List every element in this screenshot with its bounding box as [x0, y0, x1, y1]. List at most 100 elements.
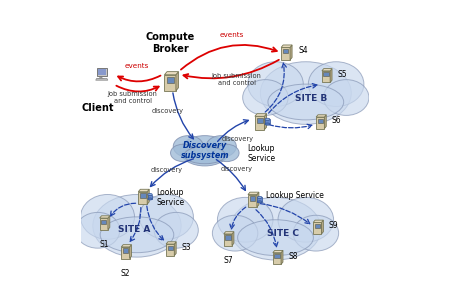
Text: discovery: discovery	[152, 108, 184, 114]
Ellipse shape	[140, 195, 194, 239]
Text: events: events	[125, 64, 149, 69]
Polygon shape	[255, 114, 266, 116]
Polygon shape	[290, 45, 292, 60]
Polygon shape	[330, 69, 332, 82]
Polygon shape	[108, 216, 110, 230]
Text: S8: S8	[288, 252, 298, 261]
Polygon shape	[147, 189, 149, 204]
Polygon shape	[318, 119, 323, 123]
Polygon shape	[176, 72, 179, 91]
Polygon shape	[98, 78, 104, 79]
Text: Lookup
Service: Lookup Service	[247, 144, 275, 163]
Polygon shape	[273, 251, 283, 253]
Text: S7: S7	[223, 255, 233, 264]
Ellipse shape	[212, 215, 258, 251]
Ellipse shape	[268, 84, 344, 120]
Polygon shape	[148, 195, 152, 199]
Text: S9: S9	[329, 221, 338, 230]
Polygon shape	[166, 244, 174, 256]
Polygon shape	[98, 69, 106, 75]
Polygon shape	[122, 245, 131, 247]
Ellipse shape	[171, 144, 195, 162]
Ellipse shape	[257, 196, 262, 198]
Polygon shape	[174, 242, 176, 256]
Polygon shape	[273, 253, 281, 264]
Ellipse shape	[184, 146, 225, 164]
Text: S6: S6	[332, 116, 342, 125]
Circle shape	[320, 125, 321, 126]
Polygon shape	[256, 118, 263, 123]
Circle shape	[276, 261, 278, 262]
Text: S4: S4	[299, 46, 308, 55]
Polygon shape	[313, 222, 321, 234]
Text: S5: S5	[338, 70, 347, 79]
Polygon shape	[315, 224, 320, 228]
Circle shape	[125, 255, 126, 256]
Polygon shape	[164, 75, 176, 91]
Polygon shape	[281, 251, 283, 264]
Text: Lookup
Service: Lookup Service	[157, 188, 184, 207]
Text: SITE B: SITE B	[296, 94, 328, 103]
Polygon shape	[281, 45, 292, 47]
Polygon shape	[248, 195, 257, 207]
Circle shape	[252, 203, 253, 204]
Polygon shape	[140, 193, 145, 198]
Polygon shape	[101, 220, 106, 224]
Ellipse shape	[265, 123, 270, 125]
Circle shape	[103, 226, 104, 227]
Text: Client: Client	[82, 103, 114, 113]
Text: Job submission
and control: Job submission and control	[108, 91, 158, 104]
Polygon shape	[122, 247, 130, 259]
Ellipse shape	[230, 197, 321, 260]
Ellipse shape	[180, 136, 230, 166]
Ellipse shape	[324, 80, 369, 115]
Text: Job submission
and control: Job submission and control	[212, 73, 261, 86]
Polygon shape	[255, 116, 265, 130]
Polygon shape	[321, 220, 324, 234]
Text: discovery: discovery	[151, 166, 183, 173]
Circle shape	[142, 200, 143, 202]
Polygon shape	[166, 77, 174, 83]
Polygon shape	[225, 235, 230, 240]
Polygon shape	[324, 115, 326, 129]
Text: Compute
Broker: Compute Broker	[145, 32, 195, 54]
Text: S1: S1	[99, 240, 108, 249]
Text: S2: S2	[121, 269, 130, 278]
Polygon shape	[232, 232, 234, 246]
Polygon shape	[99, 218, 108, 230]
Circle shape	[259, 126, 260, 127]
Polygon shape	[322, 71, 330, 82]
Polygon shape	[250, 196, 255, 201]
Text: S3: S3	[182, 243, 191, 252]
Text: Lookup Service: Lookup Service	[266, 191, 324, 200]
Ellipse shape	[148, 198, 152, 200]
Polygon shape	[166, 242, 176, 244]
Polygon shape	[164, 72, 179, 75]
Circle shape	[227, 242, 229, 243]
Ellipse shape	[248, 62, 303, 106]
Polygon shape	[313, 220, 324, 222]
Polygon shape	[274, 254, 279, 258]
Ellipse shape	[81, 195, 135, 239]
Polygon shape	[248, 192, 259, 195]
Polygon shape	[324, 72, 328, 77]
Circle shape	[325, 79, 327, 80]
Polygon shape	[138, 192, 147, 204]
Ellipse shape	[217, 197, 273, 242]
Polygon shape	[322, 69, 332, 71]
Ellipse shape	[265, 118, 270, 120]
Polygon shape	[96, 79, 108, 80]
Ellipse shape	[308, 62, 364, 106]
Ellipse shape	[76, 212, 120, 248]
Polygon shape	[99, 216, 110, 218]
Polygon shape	[138, 189, 149, 192]
Polygon shape	[316, 115, 326, 117]
Ellipse shape	[148, 193, 152, 195]
Text: SITE C: SITE C	[267, 229, 299, 238]
Text: discovery: discovery	[222, 136, 254, 142]
Ellipse shape	[243, 80, 288, 115]
Circle shape	[285, 56, 286, 57]
Circle shape	[170, 86, 171, 87]
Ellipse shape	[173, 136, 203, 157]
Ellipse shape	[238, 220, 313, 255]
